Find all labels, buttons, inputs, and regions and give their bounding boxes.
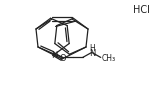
Text: N: N <box>51 51 57 60</box>
Text: H: H <box>89 44 95 53</box>
Text: CH₃: CH₃ <box>102 54 116 63</box>
Text: O: O <box>60 54 66 63</box>
Text: HCl: HCl <box>133 5 150 15</box>
Text: N: N <box>89 49 95 58</box>
